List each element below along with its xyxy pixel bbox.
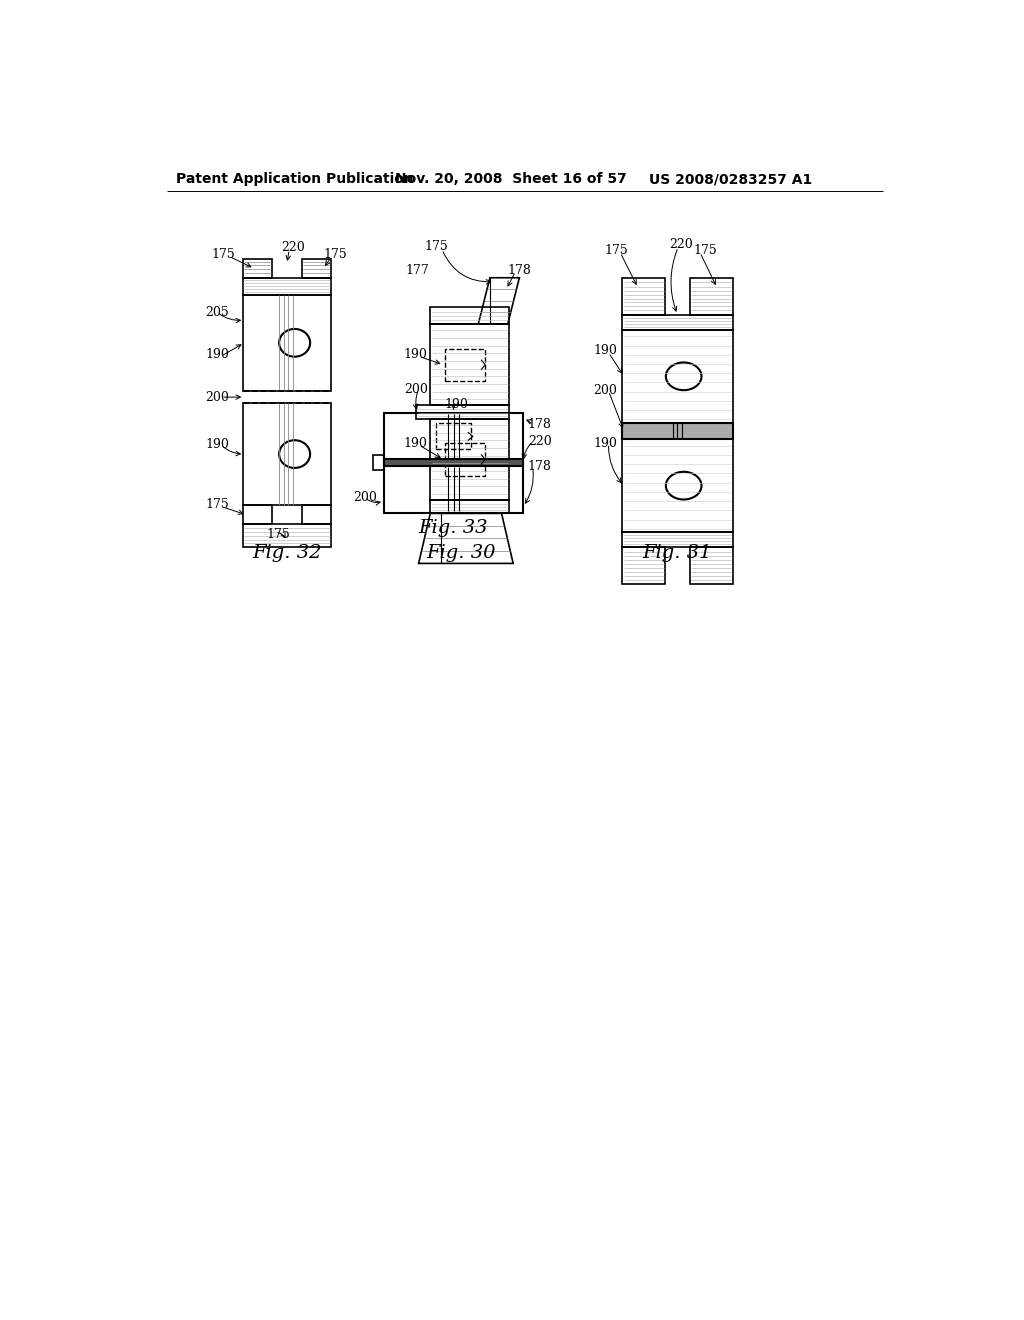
Text: 200: 200 [403, 383, 428, 396]
Text: 190: 190 [206, 348, 229, 362]
Bar [243, 524, 331, 548]
Text: 200: 200 [352, 491, 377, 504]
Text: 200: 200 [593, 384, 616, 397]
Bar [430, 323, 509, 405]
Text: 190: 190 [593, 437, 616, 450]
Bar [243, 277, 331, 294]
Text: 190: 190 [403, 437, 428, 450]
Bar [623, 277, 665, 314]
Text: 175: 175 [212, 248, 236, 261]
Text: Nov. 20, 2008  Sheet 16 of 57: Nov. 20, 2008 Sheet 16 of 57 [395, 172, 627, 186]
Text: 205: 205 [206, 306, 229, 319]
Bar [243, 259, 272, 277]
Bar [445, 348, 485, 381]
Text: 175: 175 [206, 499, 229, 511]
Bar [623, 440, 732, 532]
Text: Fig. 33: Fig. 33 [419, 519, 488, 537]
Bar [690, 277, 732, 314]
Text: 175: 175 [424, 240, 447, 253]
Bar [243, 506, 272, 524]
Bar [623, 532, 732, 548]
Text: US 2008/0283257 A1: US 2008/0283257 A1 [649, 172, 812, 186]
Text: 190: 190 [593, 345, 616, 358]
Text: 220: 220 [282, 242, 305, 255]
Bar [302, 259, 331, 277]
Text: 175: 175 [266, 528, 290, 541]
Text: 175: 175 [324, 248, 347, 261]
Bar [243, 404, 331, 506]
Text: Patent Application Publication: Patent Application Publication [176, 172, 414, 186]
Bar [243, 294, 331, 391]
Bar [384, 459, 523, 466]
Text: 178: 178 [528, 459, 552, 473]
Text: 175: 175 [604, 244, 629, 257]
Bar [623, 548, 665, 585]
Bar [690, 548, 732, 585]
Text: 178: 178 [528, 417, 552, 430]
Bar [623, 330, 732, 422]
Text: 190: 190 [403, 348, 428, 362]
Text: 190: 190 [206, 438, 229, 451]
Text: 190: 190 [444, 399, 468, 412]
Bar [623, 314, 732, 330]
Bar [430, 499, 509, 513]
Text: 200: 200 [206, 391, 229, 404]
Bar [436, 422, 471, 449]
Text: 220: 220 [528, 436, 552, 449]
Bar [302, 506, 331, 524]
Bar [373, 455, 384, 470]
Text: 175: 175 [693, 244, 718, 257]
Text: Fig. 32: Fig. 32 [252, 544, 322, 561]
Text: Fig. 30: Fig. 30 [427, 544, 496, 561]
Text: 177: 177 [406, 264, 429, 277]
Bar [430, 418, 509, 499]
Text: Fig. 31: Fig. 31 [643, 544, 713, 561]
Bar [623, 422, 732, 440]
Bar [384, 413, 523, 512]
Text: 220: 220 [669, 238, 692, 251]
Text: 178: 178 [508, 264, 531, 277]
Bar [417, 405, 509, 418]
Bar [430, 308, 509, 323]
Bar [445, 444, 485, 475]
